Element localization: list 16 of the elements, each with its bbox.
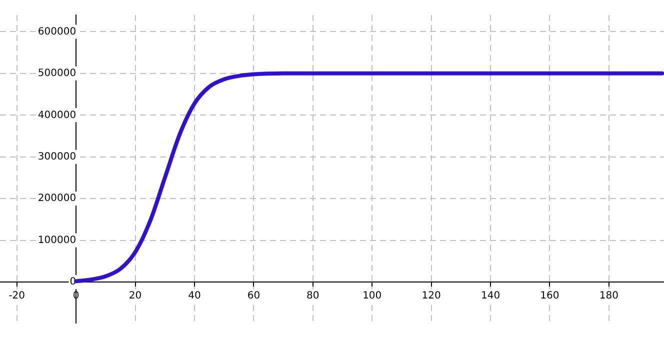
x-tick-label: 100 <box>362 290 382 302</box>
x-tick-label: 120 <box>422 290 441 302</box>
y-tick-label: 500000 <box>38 68 76 80</box>
x-tick-label: 180 <box>599 290 618 302</box>
x-tick-label: 60 <box>247 290 260 302</box>
y-tick-label: 100000 <box>38 234 76 246</box>
x-tick-label: -20 <box>8 290 26 302</box>
x-tick-label: 140 <box>480 290 500 302</box>
y-tick-label: 400000 <box>38 110 76 121</box>
y-tick-label: 300000 <box>38 151 76 162</box>
x-tick-label: 80 <box>306 290 320 302</box>
y-tick-label: 600000 <box>38 26 76 38</box>
y-tick-label: 200000 <box>38 193 76 204</box>
x-tick-label: 40 <box>188 290 201 302</box>
x-tick-label: 160 <box>540 290 560 302</box>
x-tick-label: 20 <box>128 290 142 302</box>
